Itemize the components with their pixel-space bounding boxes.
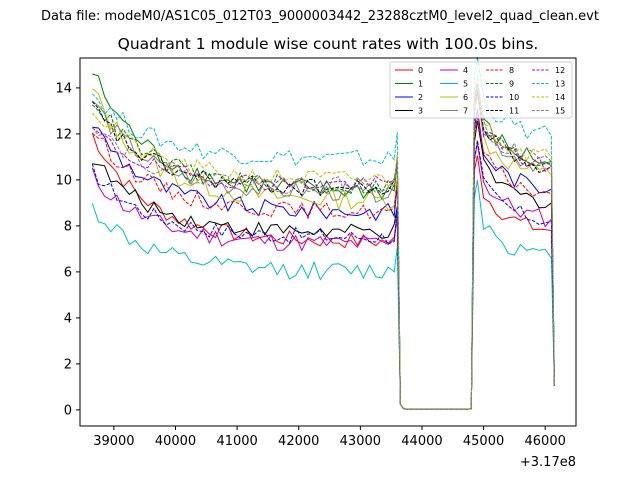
series-line-14 [91, 75, 555, 410]
series-line-13 [91, 56, 555, 410]
y-tick-label: 4 [64, 311, 72, 326]
legend-label-0: 0 [418, 66, 423, 75]
x-tick-label: 45000 [463, 434, 504, 449]
legend-label-13: 13 [555, 80, 565, 89]
legend-label-7: 7 [463, 107, 468, 116]
legend-label-4: 4 [463, 66, 468, 75]
legend-label-8: 8 [509, 66, 514, 75]
series-line-10 [91, 140, 555, 410]
legend-label-6: 6 [463, 93, 468, 102]
legend-label-12: 12 [555, 66, 565, 75]
legend-box [389, 61, 573, 119]
y-tick-label: 6 [64, 265, 72, 280]
legend-label-11: 11 [509, 107, 519, 116]
series-line-11 [91, 91, 555, 410]
x-tick-label: 42000 [278, 434, 319, 449]
x-tick-label: 43000 [340, 434, 381, 449]
legend-label-9: 9 [509, 80, 514, 89]
axes-frame [79, 57, 577, 427]
series-line-9 [91, 85, 555, 410]
x-tick-label: 44000 [401, 434, 442, 449]
legend-label-3: 3 [418, 107, 423, 116]
series-line-12 [91, 89, 555, 410]
y-axis: 0 2 4 6 8 10 12 14 [55, 81, 80, 418]
x-tick-label: 39000 [93, 434, 134, 449]
legend-label-10: 10 [509, 93, 519, 102]
series-line-5 [91, 180, 555, 410]
y-tick-label: 0 [64, 403, 72, 418]
chart-title: Quadrant 1 module wise count rates with … [118, 35, 539, 53]
suptitle: Data file: modeM0/AS1C05_012T03_90000034… [41, 9, 599, 24]
y-tick-label: 8 [64, 219, 72, 234]
legend-label-14: 14 [555, 93, 565, 102]
x-axis: 39000 40000 41000 42000 43000 44000 45000 46000 [93, 426, 566, 449]
legend-label-5: 5 [463, 80, 468, 89]
y-tick-label: 10 [55, 173, 72, 188]
series-line-15 [91, 86, 555, 410]
x-tick-label: 41000 [216, 434, 257, 449]
legend-label-2: 2 [418, 93, 423, 102]
y-tick-label: 14 [55, 81, 72, 96]
y-tick-label: 12 [55, 127, 72, 142]
legend-label-1: 1 [418, 80, 423, 89]
x-offset-label: +3.17e8 [520, 455, 576, 470]
x-tick-label: 46000 [525, 434, 566, 449]
series-line-3 [92, 120, 555, 410]
series-line-2 [92, 109, 555, 410]
series-line-6 [91, 88, 555, 410]
series-line-0 [91, 132, 555, 410]
legend-label-15: 15 [555, 107, 565, 116]
x-tick-label: 40000 [155, 434, 196, 449]
y-tick-label: 2 [64, 357, 72, 372]
